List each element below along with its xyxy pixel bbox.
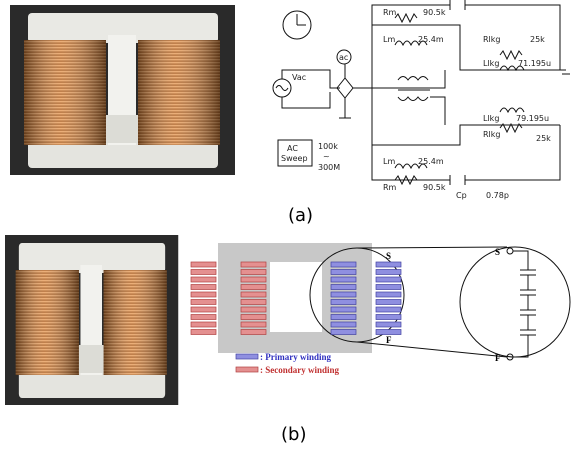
winding-bar xyxy=(241,330,266,335)
zoom-label: S xyxy=(495,247,500,257)
label: ac xyxy=(339,53,348,62)
winding-bar xyxy=(191,270,216,275)
winding-bar xyxy=(331,262,356,267)
winding-bar xyxy=(376,300,401,305)
winding-bar xyxy=(331,285,356,290)
zoom-label: F xyxy=(495,353,501,363)
winding-bar xyxy=(331,307,356,312)
winding-bar xyxy=(331,277,356,282)
caption: (b) xyxy=(281,424,306,445)
winding-bar xyxy=(241,315,266,320)
label: Llkg xyxy=(483,59,499,68)
label: Rlkg xyxy=(483,35,501,44)
winding-bar xyxy=(241,307,266,312)
winding-bar xyxy=(376,315,401,320)
label: 90.5k xyxy=(423,183,446,192)
winding-bar xyxy=(191,277,216,282)
winding-bar xyxy=(376,330,401,335)
winding-bar xyxy=(191,322,216,327)
winding-bar xyxy=(241,270,266,275)
winding-bar xyxy=(331,300,356,305)
winding-bar xyxy=(376,322,401,327)
label: Rm xyxy=(383,183,397,192)
caption: (a) xyxy=(288,205,313,226)
core-label: F xyxy=(386,335,392,345)
winding-bar xyxy=(191,262,216,267)
winding-bar xyxy=(376,285,401,290)
label: Rlkg xyxy=(483,130,501,139)
winding-bar xyxy=(241,262,266,267)
winding-bar xyxy=(191,285,216,290)
winding-bar xyxy=(376,270,401,275)
winding-bar xyxy=(331,330,356,335)
winding-bar xyxy=(376,307,401,312)
label: Lm xyxy=(383,35,395,44)
label: Llkg xyxy=(483,114,499,123)
winding-diagram: S F S F : Primary winding : Secondary wi… xyxy=(191,243,570,375)
label: 71.195u xyxy=(518,59,551,68)
winding-bar xyxy=(191,307,216,312)
label: 79.195u xyxy=(516,114,549,123)
legend-label: : Primary winding xyxy=(260,352,331,362)
winding-bar xyxy=(191,292,216,297)
label: Cp xyxy=(456,191,467,200)
label: 300M xyxy=(318,163,340,172)
figure: Rm 90.5k Lm 25.4m Rlkg 25k Llkg 71.195u … xyxy=(0,0,576,450)
winding-bar xyxy=(191,315,216,320)
photo-a xyxy=(10,5,235,175)
label: 90.5k xyxy=(423,8,446,17)
label: ~ xyxy=(323,152,330,161)
winding-bar xyxy=(241,277,266,282)
label: Vac xyxy=(292,73,306,82)
winding-bar xyxy=(376,292,401,297)
label: 25k xyxy=(536,134,551,143)
label: 25.4m xyxy=(418,157,444,166)
legend-label: : Secondary winding xyxy=(260,365,340,375)
winding-bar xyxy=(331,270,356,275)
label: Rm xyxy=(383,8,397,17)
winding-bar xyxy=(241,285,266,290)
winding-bar xyxy=(331,322,356,327)
winding-bar xyxy=(331,292,356,297)
label: Sweep xyxy=(281,154,308,163)
winding-bar xyxy=(241,292,266,297)
winding-bar xyxy=(376,277,401,282)
label: 25k xyxy=(530,35,545,44)
winding-bar xyxy=(376,262,401,267)
winding-bar xyxy=(241,322,266,327)
winding-bar xyxy=(241,300,266,305)
label: 25.4m xyxy=(418,35,444,44)
label: 0.78p xyxy=(486,191,509,200)
winding-bar xyxy=(191,300,216,305)
circuit-labels: Rm 90.5k Lm 25.4m Rlkg 25k Llkg 71.195u … xyxy=(281,8,551,200)
label: 100k xyxy=(318,142,338,151)
photo-b xyxy=(5,235,178,405)
winding-bar xyxy=(191,330,216,335)
label: AC xyxy=(287,144,298,153)
winding-bar xyxy=(331,315,356,320)
core-label: S xyxy=(386,251,391,261)
label: Lm xyxy=(383,157,395,166)
